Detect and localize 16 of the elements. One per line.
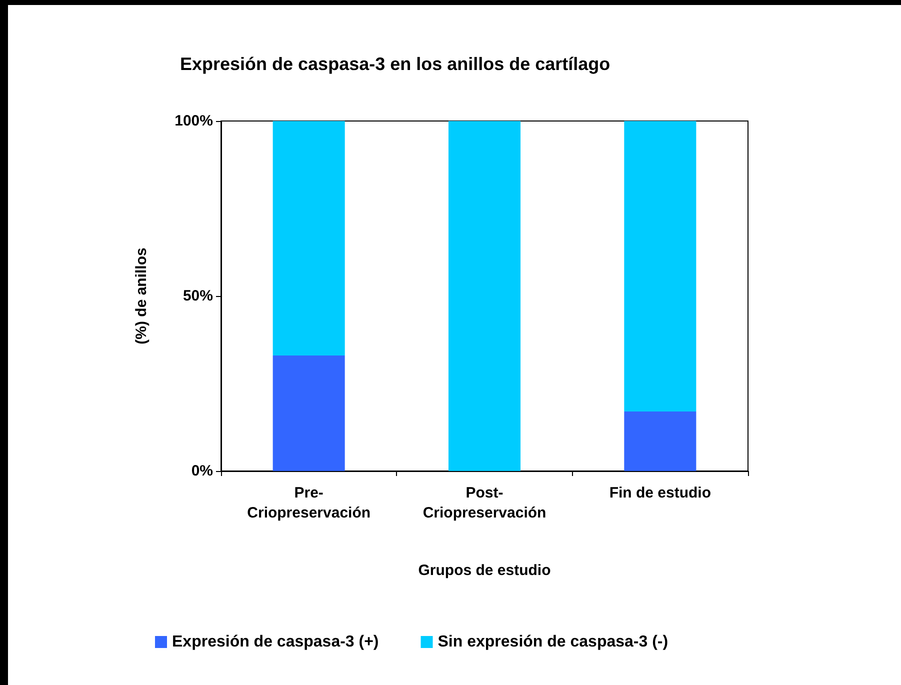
bar bbox=[448, 121, 521, 471]
y-tick-label: 50% bbox=[182, 288, 213, 304]
bar bbox=[624, 121, 696, 412]
bar bbox=[624, 412, 696, 471]
bar bbox=[272, 121, 345, 356]
legend-label: Expresión de caspasa-3 (+) bbox=[172, 634, 379, 650]
x-axis-title: Grupos de estudio bbox=[418, 562, 551, 579]
bar bbox=[272, 356, 345, 471]
x-tick-label: Post- Criopreservación bbox=[422, 484, 546, 522]
x-tick-label: Pre- Criopreservación bbox=[247, 484, 371, 522]
x-tick-label: Fin de estudio bbox=[609, 484, 712, 502]
y-tick-label: 100% bbox=[174, 112, 213, 130]
y-axis-title: (%) de anillos bbox=[133, 248, 150, 344]
legend-label: Sin expresión de caspasa-3 (-) bbox=[438, 634, 668, 650]
y-tick-label: 0% bbox=[191, 462, 213, 480]
chart-title: Expresión de caspasa-3 en los anillos de cartílago bbox=[180, 54, 610, 74]
